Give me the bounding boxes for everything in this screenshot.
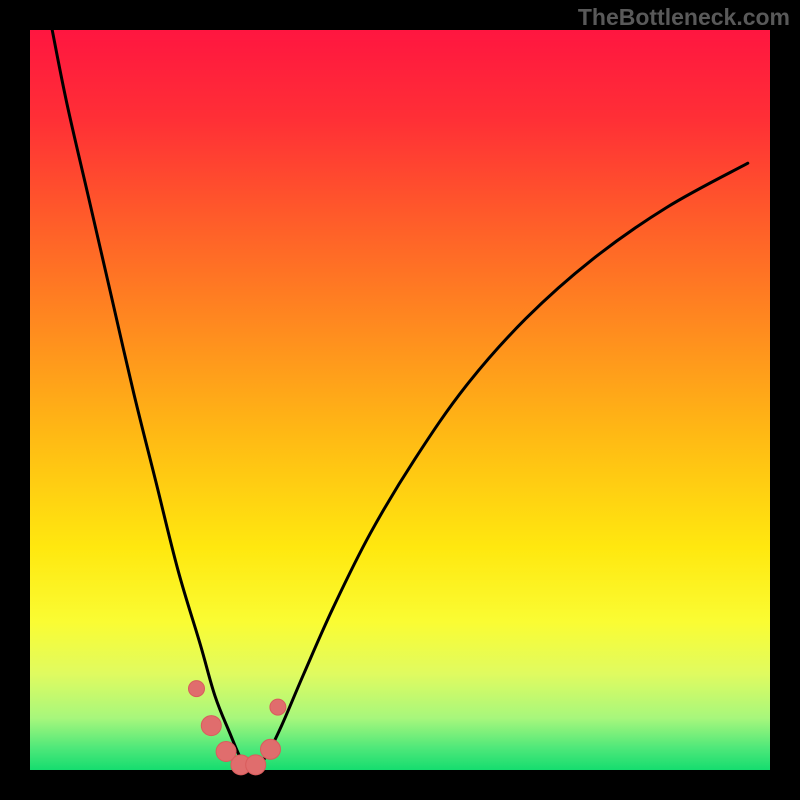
curve-marker [261,739,281,759]
bottleneck-chart-svg [0,0,800,800]
curve-marker [246,755,266,775]
chart-container: TheBottleneck.com [0,0,800,800]
curve-marker [270,699,286,715]
plot-background [30,30,770,770]
curve-marker [189,681,205,697]
curve-marker [201,716,221,736]
